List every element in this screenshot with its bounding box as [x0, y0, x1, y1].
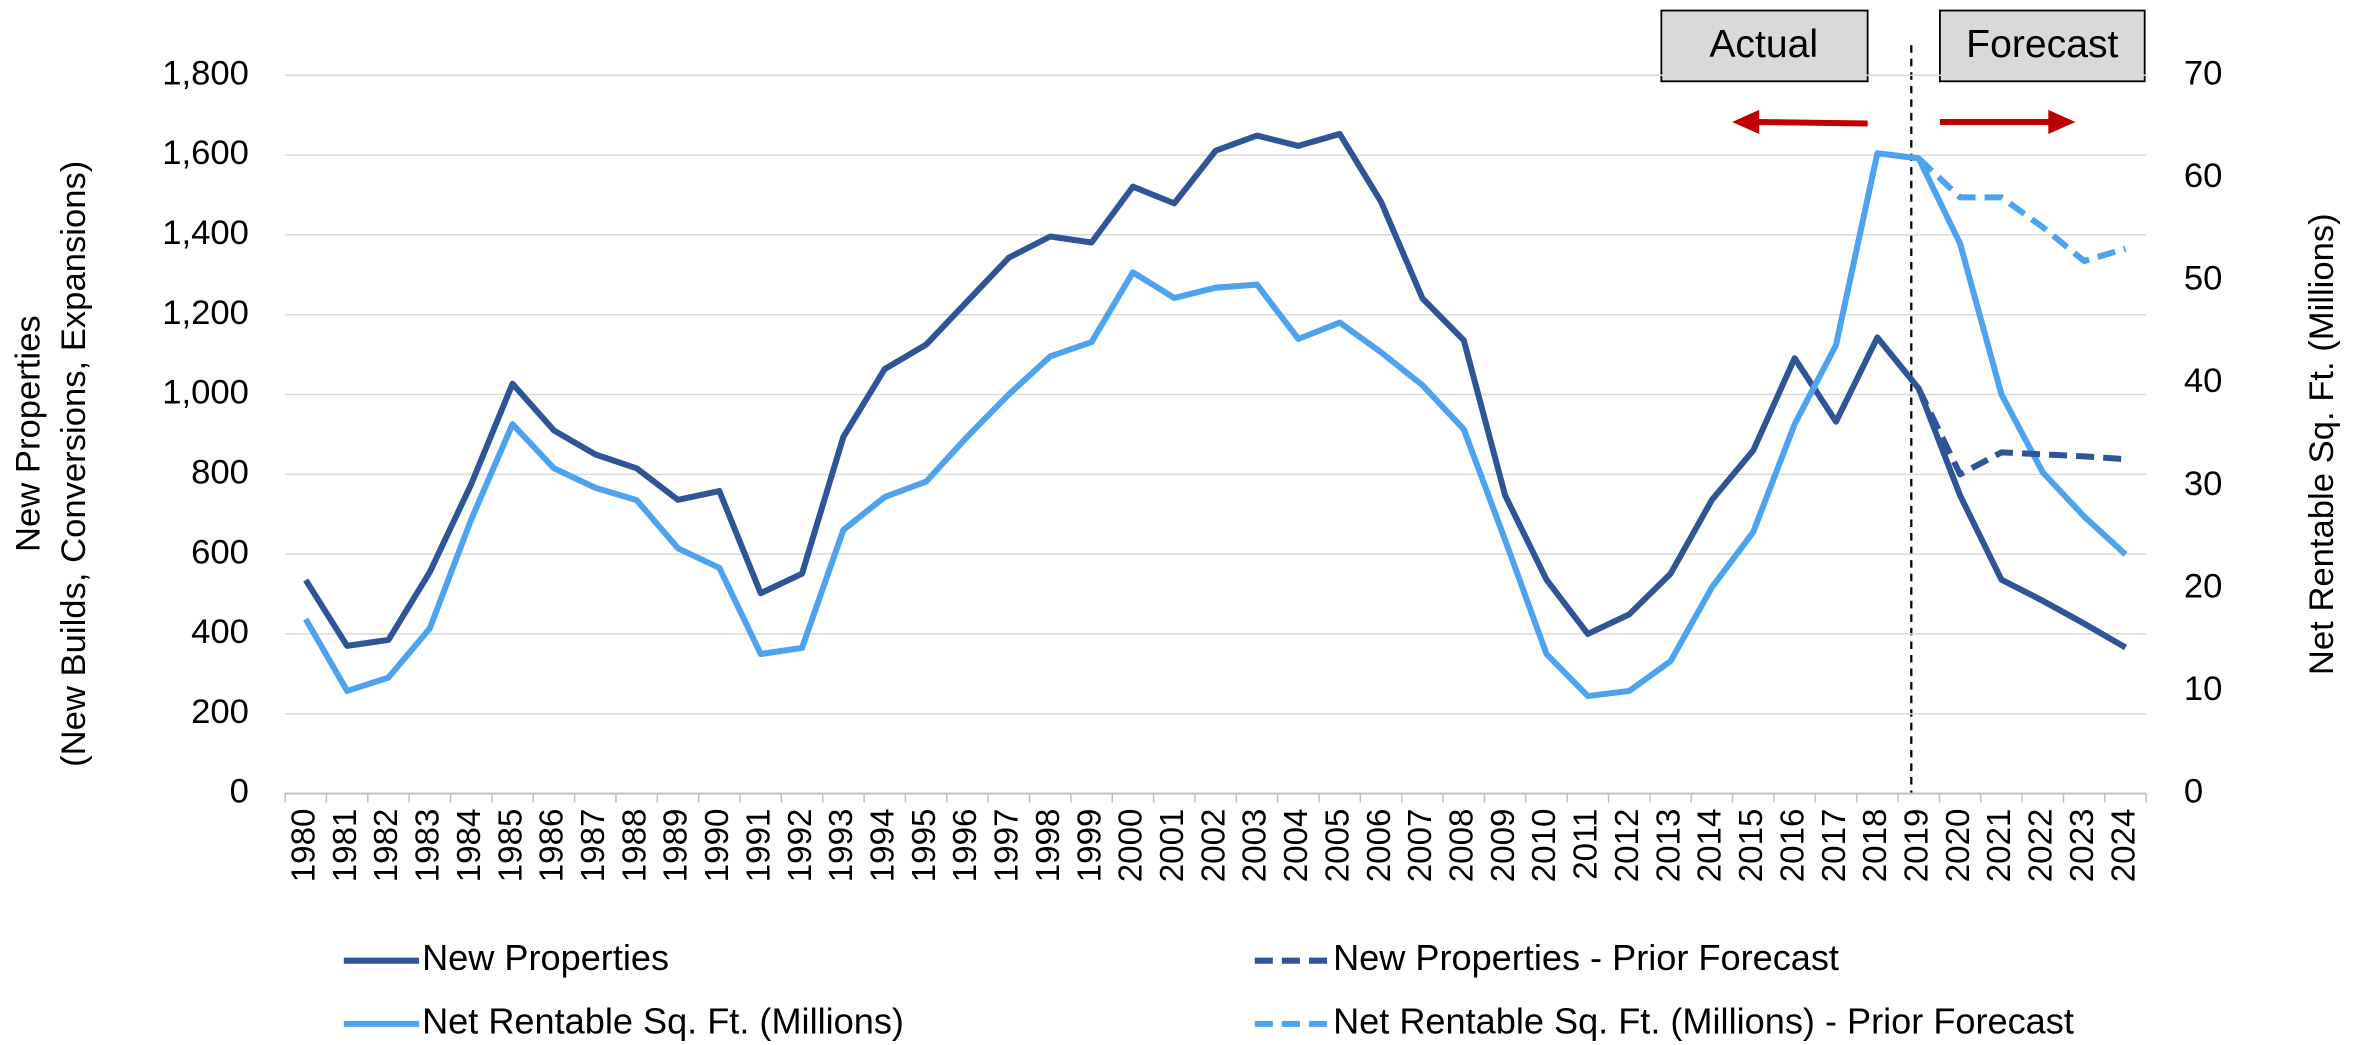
x-tick-label: 1993: [823, 809, 860, 883]
y-tick-label: 800: [191, 453, 249, 491]
y-tick-label: 1,400: [162, 214, 249, 252]
legend-label: Net Rentable Sq. Ft. (Millions) - Prior …: [1333, 1000, 2074, 1041]
x-tick-label: 2009: [1485, 809, 1522, 883]
y-tick-label: 1,600: [162, 134, 249, 172]
y-tick-label: 400: [191, 613, 249, 651]
x-tick-label: 2006: [1361, 809, 1398, 883]
x-tick-label: 1991: [740, 809, 777, 883]
x-tick-label: 1982: [368, 809, 405, 883]
legend-label: Net Rentable Sq. Ft. (Millions): [422, 1000, 904, 1041]
x-tick-label: 2004: [1278, 809, 1315, 883]
y2-axis-label: Net Rentable Sq. Ft. (Millions): [2303, 213, 2341, 675]
x-tick-label: 2021: [1981, 809, 2018, 883]
arrow: [1756, 118, 1868, 127]
y2-tick-label: 60: [2184, 157, 2223, 195]
arrow-head: [2048, 109, 2076, 135]
line-series: [303, 130, 2128, 651]
x-tick-label: 2015: [1733, 809, 1770, 883]
x-tick-label: 1999: [1071, 809, 1108, 883]
x-tick-label: 1996: [947, 809, 984, 883]
annotation-box: [1939, 9, 2146, 83]
x-tick-label: 2022: [2023, 809, 2060, 883]
annotation: Forecast: [1966, 23, 2118, 66]
x-tick-label: 1986: [534, 809, 571, 883]
y-tick-label: 200: [191, 693, 249, 731]
arrow-head: [1732, 109, 1760, 135]
x-tick-label: 1994: [865, 809, 902, 883]
y-tick-label: 1,200: [162, 294, 249, 332]
x-tick-label: 2019: [1898, 809, 1935, 883]
legend-label: New Properties: [422, 937, 669, 978]
y2-tick-label: 10: [2184, 670, 2223, 708]
line-series: [303, 150, 2128, 700]
x-tick-label: 2020: [1940, 809, 1977, 883]
x-tick-label: 2011: [1568, 809, 1605, 880]
line-series: [1916, 387, 2126, 478]
x-tick-label: 2002: [1195, 809, 1232, 883]
y-tick-label: 1,800: [162, 54, 249, 92]
x-tick-label: 1985: [492, 809, 529, 883]
y-tick-label: 1,000: [162, 374, 249, 412]
annotation: Actual: [1709, 23, 1818, 66]
y-tick-label: 0: [230, 773, 249, 811]
x-tick-label: 1980: [285, 809, 322, 883]
x-tick-label: 1981: [327, 809, 364, 883]
x-tick-label: 1988: [616, 809, 653, 883]
line-series: [1916, 156, 2127, 265]
x-tick-label: 1989: [658, 809, 695, 883]
y2-tick-label: 40: [2184, 362, 2223, 400]
x-tick-label: 1984: [451, 809, 488, 883]
x-tick-label: 1987: [575, 809, 612, 883]
y2-tick-label: 30: [2184, 465, 2223, 503]
y-axis-label: New Properties: [10, 315, 48, 552]
x-tick-label: 2018: [1857, 809, 1894, 883]
x-tick-label: 1995: [906, 809, 943, 883]
x-tick-label: 1997: [989, 809, 1026, 883]
y-tick-label: 600: [191, 533, 249, 571]
x-tick-label: 2010: [1526, 809, 1563, 883]
y-axis-label: (New Builds, Conversions, Expansions): [55, 161, 93, 767]
x-tick-label: 2023: [2064, 809, 2101, 883]
x-tick-label: 1990: [699, 809, 736, 883]
x-tick-label: 2005: [1319, 809, 1356, 883]
annotation-box: [1660, 9, 1869, 83]
x-tick-label: 2008: [1444, 809, 1481, 883]
x-tick-label: 2012: [1609, 809, 1646, 883]
x-tick-label: 1998: [1030, 809, 1067, 883]
y2-tick-label: 70: [2184, 54, 2223, 92]
x-tick-label: 2016: [1774, 809, 1811, 883]
x-tick-label: 2000: [1113, 809, 1150, 883]
x-tick-label: 2014: [1692, 809, 1729, 883]
y2-tick-label: 0: [2184, 773, 2203, 811]
x-tick-label: 2007: [1402, 809, 1439, 883]
x-tick-label: 1983: [410, 809, 447, 883]
x-tick-label: 1992: [782, 809, 819, 883]
x-tick-label: 2001: [1154, 809, 1191, 883]
y2-tick-label: 20: [2184, 567, 2223, 605]
x-tick-label: 2024: [2105, 809, 2142, 883]
x-tick-label: 2003: [1237, 809, 1274, 883]
x-tick-label: 2013: [1650, 809, 1687, 883]
legend-label: New Properties - Prior Forecast: [1333, 937, 1839, 978]
y2-tick-label: 50: [2184, 260, 2223, 298]
x-tick-label: 2017: [1816, 809, 1853, 883]
